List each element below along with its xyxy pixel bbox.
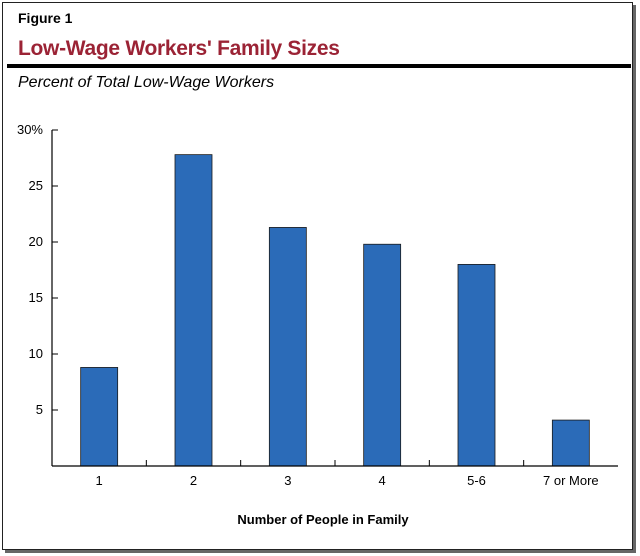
bars-group [80,154,590,467]
bar-4 [363,243,402,467]
x-axis-title: Number of People in Family [237,512,409,527]
bar-5-6 [457,263,496,467]
chart-subtitle: Percent of Total Low-Wage Workers [18,74,275,91]
x-axis-ticks: 1 2 3 4 5-6 7 or More [96,460,599,488]
x-tick-label: 7 or More [543,473,599,488]
y-tick-label: 30% [17,122,43,137]
x-tick-label: 3 [284,473,291,488]
bar-3 [268,227,307,467]
x-tick-label: 5-6 [467,473,486,488]
bar-2 [174,154,213,467]
x-tick-label: 4 [379,473,386,488]
x-tick-label: 2 [190,473,197,488]
figure-title: Low-Wage Workers' Family Sizes [18,37,340,60]
title-rule [7,64,631,68]
y-tick-label: 10 [29,346,43,361]
y-axis-ticks: 5 10 15 20 25 30% [17,122,58,417]
bar-7-or-more [551,419,590,467]
y-tick-label: 20 [29,234,43,249]
figure-label: Figure 1 [18,10,73,26]
y-tick-label: 25 [29,178,43,193]
bar-1 [80,367,119,467]
x-tick-label: 1 [96,473,103,488]
y-tick-label: 5 [36,402,43,417]
y-tick-label: 15 [29,290,43,305]
